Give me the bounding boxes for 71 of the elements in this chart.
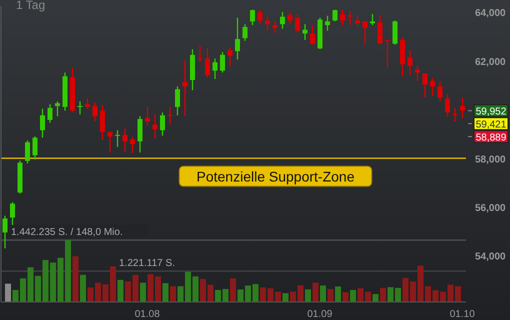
y-tick-label: 62,000 [475, 56, 506, 68]
candlestick [422, 72, 428, 98]
candlestick [430, 78, 435, 96]
candlestick [392, 20, 398, 46]
candlestick [115, 130, 120, 148]
y-tick-label: 58,889 [476, 132, 507, 144]
candlestick [220, 51, 225, 74]
y-tick-label: 54,000 [475, 252, 506, 263]
candlestick [228, 46, 232, 67]
candlestick [122, 128, 128, 152]
x-tick-label: 01.09 [307, 309, 333, 320]
candlestick [378, 14, 382, 44]
chart-title: 1 Tag [16, 0, 46, 12]
candlestick [160, 112, 165, 136]
candlestick [25, 140, 30, 164]
candlestick [85, 98, 90, 110]
x-tick-label: 01.08 [134, 309, 160, 320]
ref-line-label: 1.221.117 S. [119, 258, 175, 270]
candlestick [445, 93, 450, 117]
candlestick [152, 114, 158, 140]
candlestick [310, 24, 315, 46]
candlestick [288, 11, 292, 25]
candlestick [48, 104, 52, 124]
candlestick [175, 86, 180, 116]
candlestick [325, 15, 330, 32]
candlestick [302, 24, 308, 41]
candlestick [415, 65, 420, 82]
candlestick [145, 106, 150, 126]
candlestick [272, 20, 278, 34]
ref-line-label: 1.442.235 S. / 148,0 Mio. [11, 227, 123, 238]
y-tick-label: 56,000 [475, 202, 506, 214]
candlestick [340, 9, 345, 26]
candlestick [55, 100, 60, 117]
candlestick [355, 14, 360, 27]
candlestick [40, 108, 45, 138]
candlestick [108, 130, 112, 154]
y-tick-label: 59,952 [476, 106, 507, 118]
candlestick [370, 13, 375, 26]
candlestick [130, 136, 135, 154]
candlestick [250, 9, 255, 26]
ref-line-label: Potenzielle Support-Zone [196, 168, 355, 184]
y-tick-label: 64,000 [475, 8, 506, 20]
candlestick [408, 50, 412, 76]
candlestick [32, 136, 38, 160]
x-tick-label: 01.10 [450, 309, 476, 320]
candlestick [295, 13, 300, 34]
candlestick [258, 9, 262, 25]
candlestick [168, 106, 172, 126]
candlestick [10, 202, 15, 226]
candlestick [348, 10, 352, 26]
candlestick [198, 44, 202, 63]
candlestick [242, 24, 248, 42]
y-tick-label: 58,000 [475, 154, 506, 166]
candlestick [265, 14, 270, 32]
candlestick [438, 81, 442, 102]
candlestick [100, 104, 105, 140]
candlestick [182, 60, 188, 117]
candlestick [332, 9, 338, 22]
candlestick [235, 17, 240, 60]
candlestick [460, 97, 465, 119]
candlestick [362, 20, 368, 46]
candlestick [2, 215, 8, 249]
candlestick [205, 48, 210, 78]
candlestick [385, 39, 390, 68]
candlestick [280, 11, 285, 30]
candlestick [452, 107, 458, 122]
candlestick [92, 102, 98, 122]
y-tick-label: 59,421 [476, 120, 507, 131]
candlestick [138, 116, 142, 154]
candlestick [212, 58, 218, 80]
candlestick [78, 100, 82, 116]
